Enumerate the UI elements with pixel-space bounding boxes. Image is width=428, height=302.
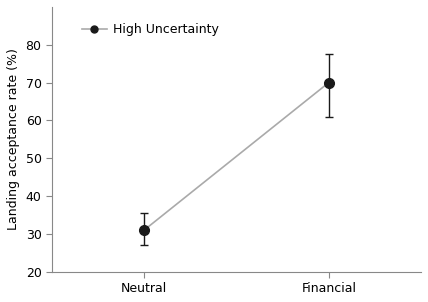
Legend: High Uncertainty: High Uncertainty xyxy=(77,18,224,41)
Y-axis label: Landing acceptance rate (%): Landing acceptance rate (%) xyxy=(7,48,20,230)
